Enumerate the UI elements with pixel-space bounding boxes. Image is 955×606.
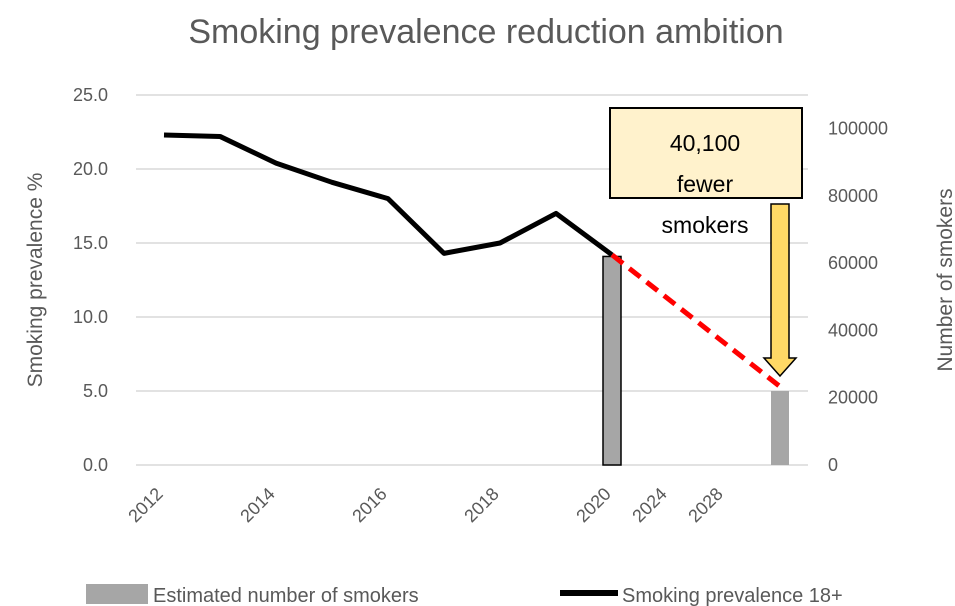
legend-swatch-line	[560, 590, 618, 596]
x-tick-label: 2012	[124, 484, 166, 526]
callout-arrow	[762, 203, 798, 378]
gridlines	[136, 94, 808, 466]
line-series	[163, 132, 782, 389]
x-tick-label: 2016	[348, 484, 390, 526]
series-line-prevalence	[163, 132, 614, 257]
chart-title: Smoking prevalence reduction ambition	[188, 13, 783, 51]
y-right-tick-label: 0	[828, 455, 838, 475]
legend: Estimated number of smokers Smoking prev…	[86, 584, 843, 606]
y-right-axis-title: Number of smokers	[934, 188, 955, 371]
y-left-tick-label: 25.0	[73, 85, 108, 105]
callout-annotation: 40,100 fewer smokers	[609, 107, 803, 378]
callout-text-line: smokers	[662, 212, 749, 238]
y-left-tick-label: 10.0	[73, 307, 108, 327]
y-left-tick-labels: 0.0 5.0 10.0 15.0 20.0 25.0	[73, 85, 108, 475]
callout-text-line: 40,100	[670, 130, 740, 156]
series-line-projection	[610, 252, 782, 389]
legend-label-bar: Estimated number of smokers	[153, 585, 419, 606]
y-left-tick-label: 5.0	[83, 381, 108, 401]
callout-box	[609, 107, 803, 199]
callout-text-line: fewer	[677, 171, 734, 197]
legend-swatch-bar	[86, 584, 148, 604]
y-right-tick-labels: 0 20000 40000 60000 80000 100000	[828, 119, 888, 475]
y-left-axis-title: Smoking prevalence %	[24, 173, 47, 388]
y-left-tick-label: 0.0	[83, 455, 108, 475]
x-tick-label: 2014	[236, 484, 278, 526]
legend-label-line: Smoking prevalence 18+	[622, 585, 843, 606]
bar	[602, 255, 622, 466]
x-tick-label: 2028	[684, 484, 726, 526]
y-left-tick-label: 20.0	[73, 159, 108, 179]
y-right-tick-label: 60000	[828, 253, 878, 273]
y-right-tick-label: 100000	[828, 119, 888, 139]
bar-series	[602, 255, 789, 466]
x-tick-label: 2020	[572, 484, 614, 526]
bar	[771, 391, 789, 465]
x-tick-label: 2018	[460, 484, 502, 526]
y-right-tick-label: 20000	[828, 388, 878, 408]
y-right-tick-label: 80000	[828, 186, 878, 206]
x-tick-label: 2024	[628, 484, 670, 526]
y-right-tick-label: 40000	[828, 320, 878, 340]
y-left-tick-label: 15.0	[73, 233, 108, 253]
x-tick-labels: 2012 2014 2016 2018 2020 2024 2028	[124, 484, 726, 526]
